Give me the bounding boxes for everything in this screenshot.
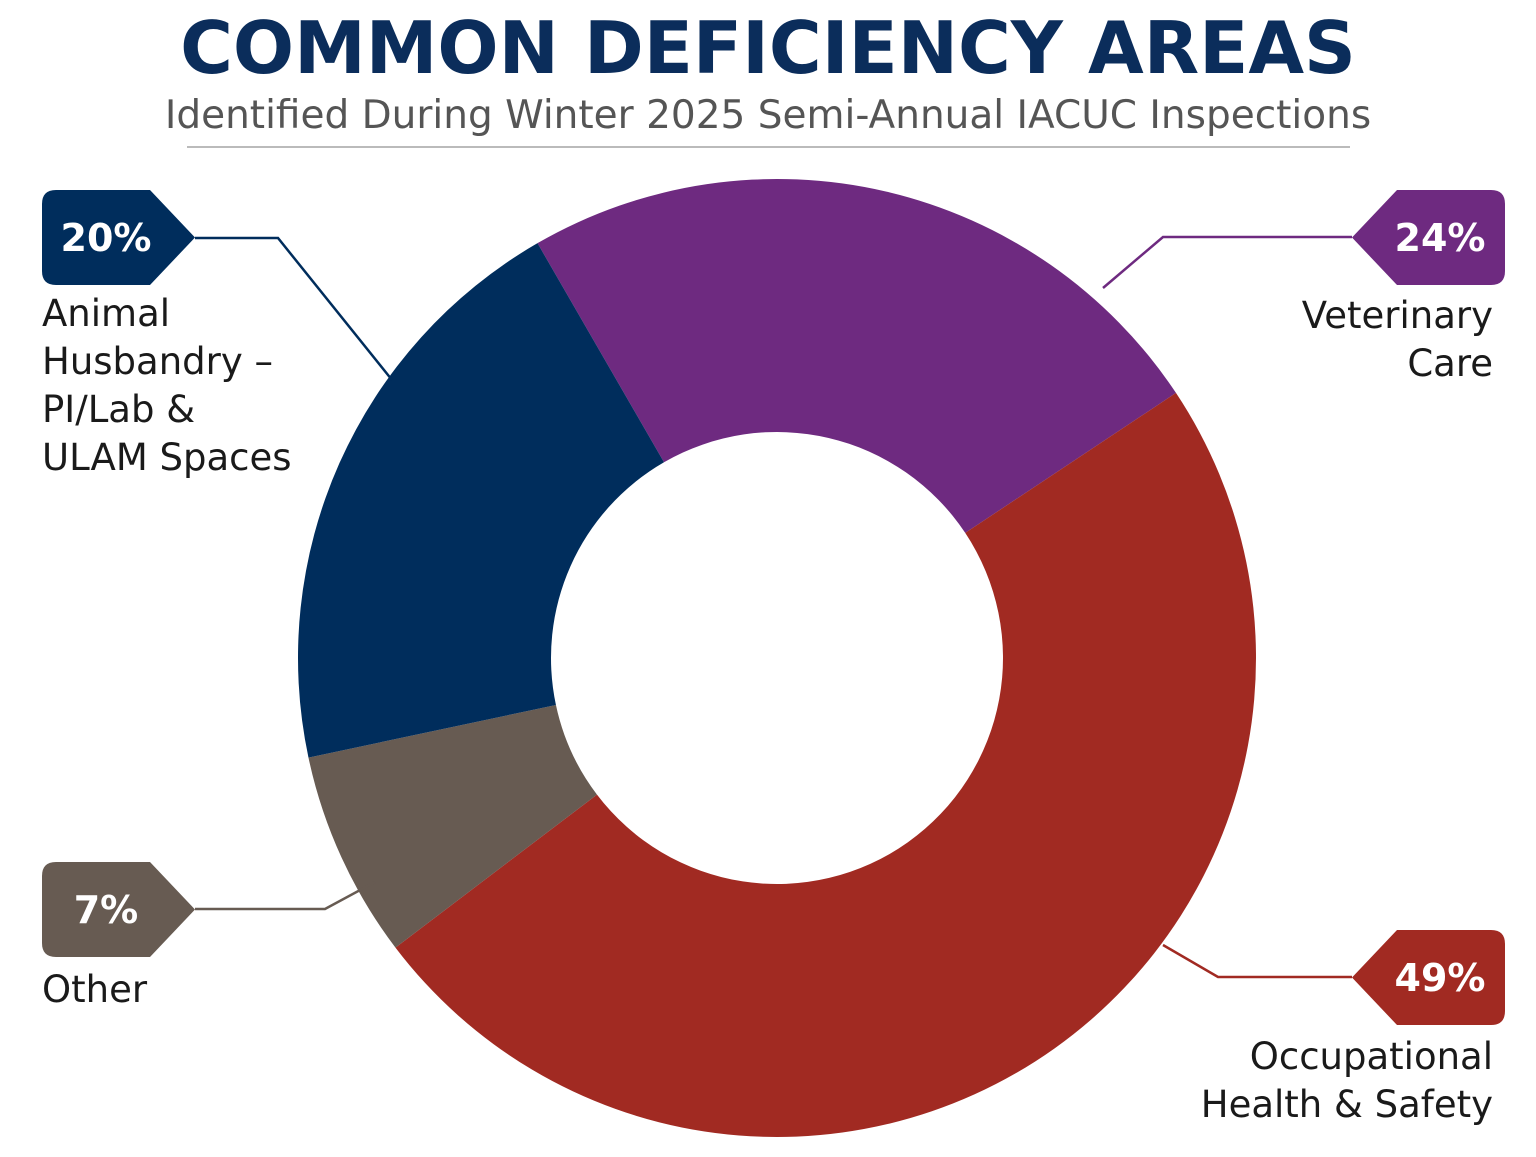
category-label: Health & Safety [1201,1083,1493,1126]
category-label: Animal [42,292,170,335]
value-label: 7% [74,888,139,932]
donut-slice [537,178,1176,533]
category-label: Other [42,968,148,1011]
category-label: Veterinary [1302,294,1493,337]
value-label: 24% [1395,216,1486,260]
chart-subtitle: Identified During Winter 2025 Semi-Annua… [165,93,1371,138]
value-badge [42,190,195,285]
leader-line [195,880,376,911]
donut-slice [395,392,1257,1138]
value-badge [1352,190,1505,285]
category-label: ULAM Spaces [42,436,292,479]
leader-line [1102,235,1352,289]
chart-title: COMMON DEFICIENCY AREAS [180,6,1356,90]
category-label: Husbandry – [42,340,273,383]
value-label: 49% [1395,956,1486,1000]
leader-line [1162,943,1352,979]
donut-slice [308,704,597,948]
value-badge [1352,930,1505,1025]
value-badge [42,862,195,957]
donut-slice [298,243,664,758]
category-label: Occupational [1250,1035,1493,1078]
category-label: PI/Lab & [42,388,195,431]
leader-line [195,236,393,381]
value-label: 20% [61,216,152,260]
category-label: Care [1407,342,1493,385]
